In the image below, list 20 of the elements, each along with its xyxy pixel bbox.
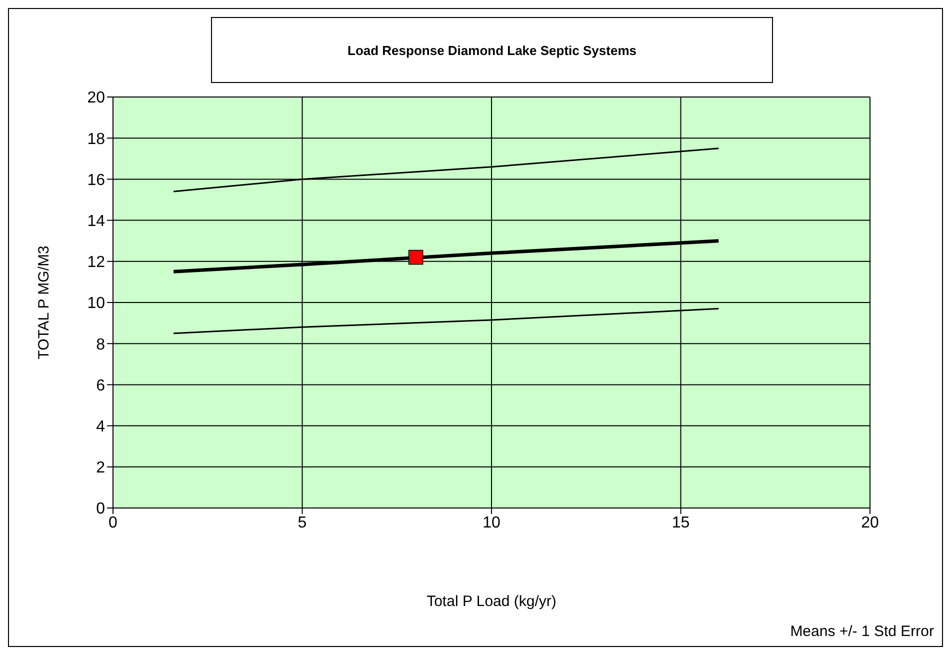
y-tick-label: 6 <box>96 377 106 394</box>
y-tick-label: 4 <box>96 418 106 436</box>
y-tick-label: 0 <box>96 500 106 518</box>
y-tick-label: 8 <box>96 336 106 354</box>
y-tick-label: 10 <box>87 295 106 312</box>
x-tick-label: 15 <box>672 514 690 532</box>
y-tick-label: 20 <box>87 90 106 107</box>
y-tick-label: 2 <box>96 460 106 477</box>
y-tick-label: 14 <box>87 212 106 230</box>
y-tick-label: 12 <box>87 254 106 272</box>
y-axis-title: TOTAL P MG/M3 <box>35 246 52 360</box>
text: Means +/- 1 Std Error <box>790 623 934 640</box>
chart-title: Load Response Diamond Lake Septic Systems <box>211 17 773 83</box>
x-tick-label: 5 <box>298 514 307 532</box>
y-tick-label: 18 <box>87 130 106 148</box>
y-tick-label: 16 <box>87 172 106 189</box>
x-axis-title: Total P Load (kg/yr) <box>426 593 556 610</box>
x-tick-label: 10 <box>482 514 500 532</box>
x-tick-label: 0 <box>108 514 118 532</box>
x-tick-label: 20 <box>861 514 879 532</box>
